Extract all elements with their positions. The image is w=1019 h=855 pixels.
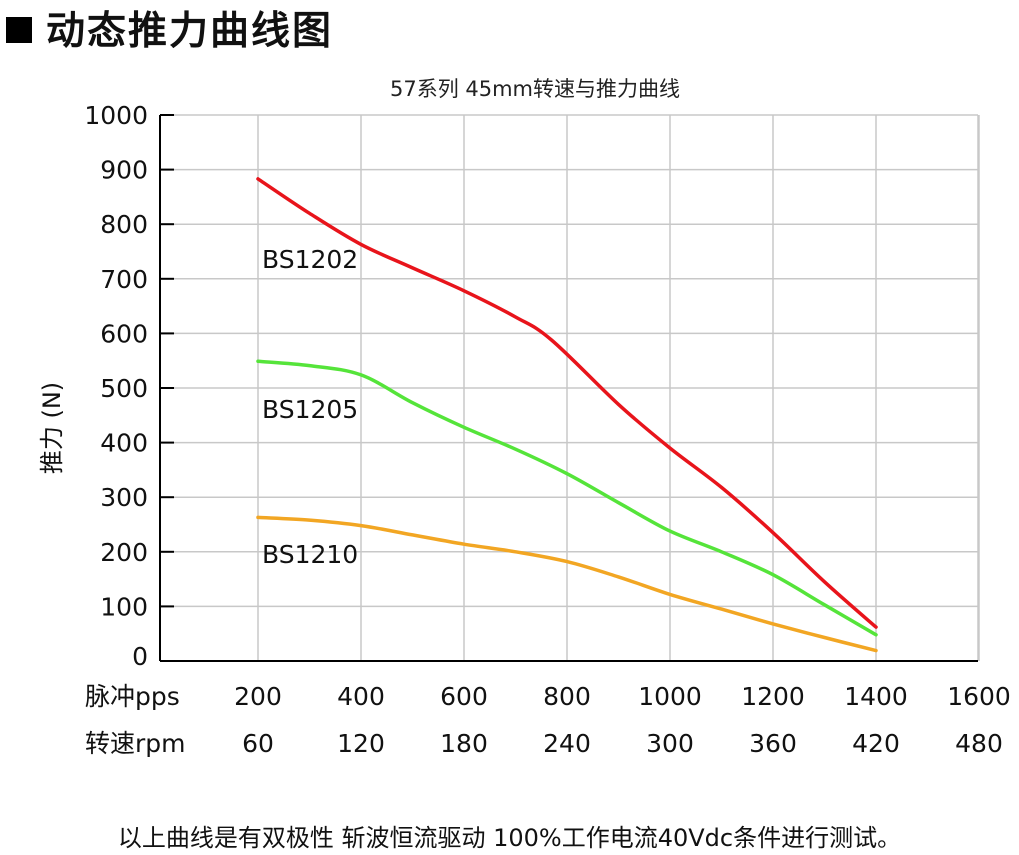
series-line-bs1210 [256,515,878,653]
x-tick-label-pps: 800 [543,682,591,711]
y-axis-label: 推力 (N) [38,382,66,474]
series-label-bs1210: BS1210 [262,540,358,569]
thrust-chart: 57系列 45mm转速与推力曲线 0 100 200 300 400 500 600 700 8… [38,77,1011,758]
page-heading: 动态推力曲线图 [6,4,333,54]
grid [160,114,980,661]
axes [159,114,978,662]
x-tick-label-pps: 400 [337,682,385,711]
x-tick-label-pps: 200 [234,682,282,711]
x-tick-label-rpm: 480 [955,729,1003,758]
heading-square-icon [6,17,32,43]
y-tick-label: 500 [100,374,148,403]
x-tick-label-rpm: 120 [337,729,385,758]
x-tick-label-rpm: 240 [543,729,591,758]
series-labels: BS1202 BS1205 BS1210 [262,245,358,569]
x-tick-label-rpm: 180 [440,729,488,758]
y-tick-label: 200 [100,538,148,567]
x-tick-labels: 200 60 400 120 600 180 800 240 1000 300 1200 360 140… [234,682,1011,758]
x-tick-label-pps: 600 [440,682,488,711]
x-tick-label-rpm: 300 [646,729,694,758]
y-tick-label: 100 [100,592,148,621]
y-tick-label: 600 [100,319,148,348]
series-line-bs1205 [256,359,878,637]
y-tick-label: 400 [100,429,148,458]
x-tick-label-pps: 1000 [638,682,702,711]
x-tick-label-rpm: 60 [242,729,274,758]
y-tick-label: 0 [132,642,148,671]
series-line-bs1202 [256,177,878,629]
y-tick-label: 900 [100,156,148,185]
x-tick-label-rpm: 420 [852,729,900,758]
y-tick-label: 300 [100,483,148,512]
y-tick-label: 700 [100,265,148,294]
x-tick-label-rpm: 360 [749,729,797,758]
y-tick-labels: 0 100 200 300 400 500 600 700 800 900 1000 [84,101,148,671]
series-label-bs1205: BS1205 [262,395,358,424]
x-axis-row1-label: 脉冲pps [85,682,180,711]
y-tick-label: 800 [100,210,148,239]
chart-title: 57系列 45mm转速与推力曲线 [390,77,680,101]
x-tick-label-pps: 1200 [741,682,805,711]
x-tick-label-pps: 1600 [947,682,1011,711]
x-tick-label-pps: 1400 [844,682,908,711]
x-axis-row2-label: 转速rpm [85,729,186,758]
series-lines [256,177,878,653]
footnote: 以上曲线是有双极性 斩波恒流驱动 100%工作电流40Vdc条件进行测试。 [117,824,902,852]
series-label-bs1202: BS1202 [262,245,358,274]
y-tick-label: 1000 [84,101,148,130]
page-title: 动态推力曲线图 [46,9,334,54]
